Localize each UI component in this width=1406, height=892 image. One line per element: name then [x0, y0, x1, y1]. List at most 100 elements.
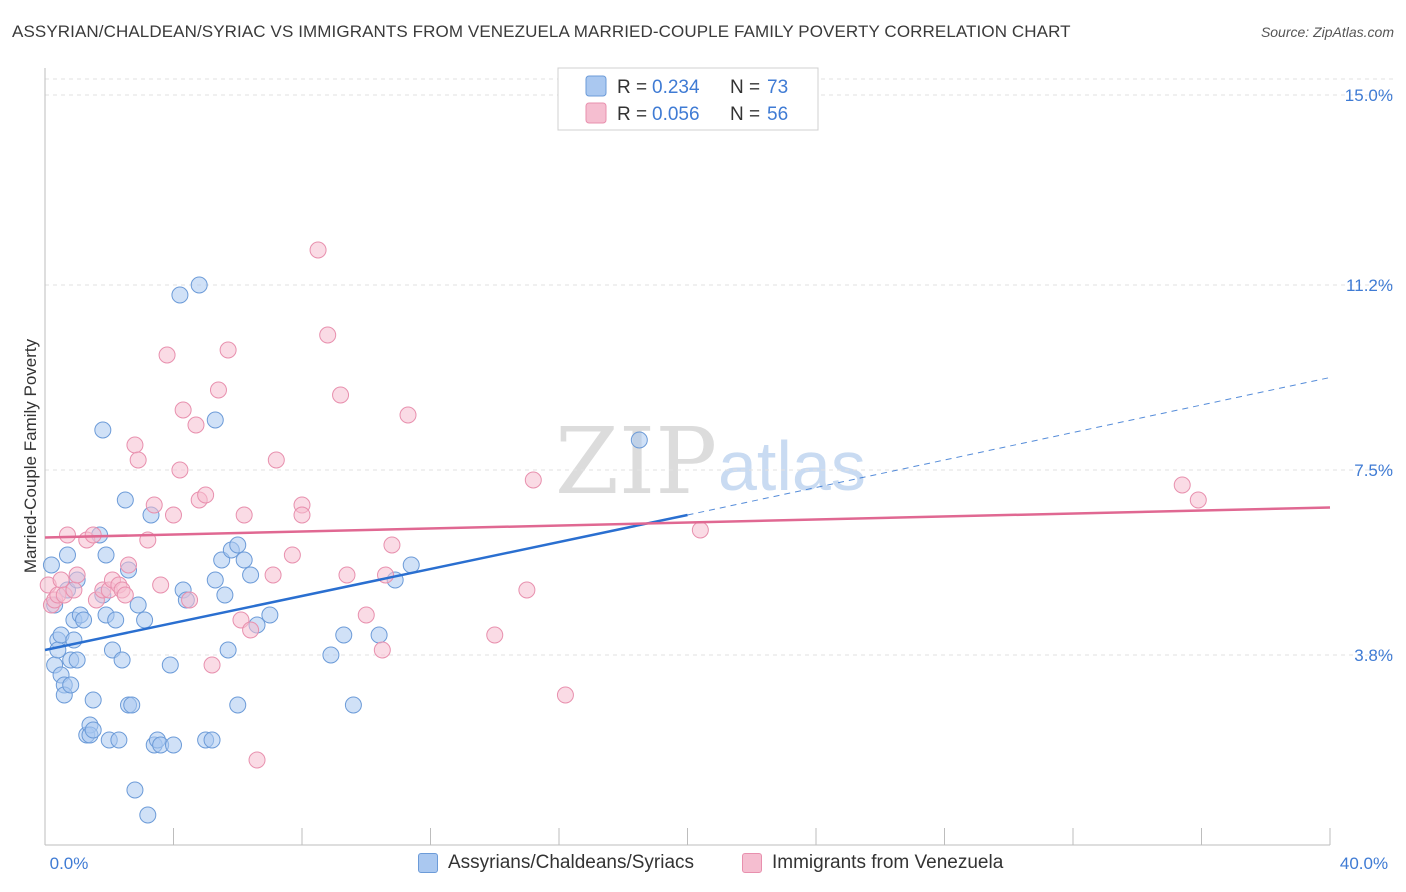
data-point-assyrians	[630, 431, 648, 449]
legend-r-label-2: R =	[617, 104, 647, 125]
data-point-assyrians	[370, 626, 388, 644]
data-point-assyrians	[216, 586, 234, 604]
axes	[44, 68, 1331, 846]
x-tick-label-max: 40.0%	[1340, 854, 1388, 873]
data-point-assyrians	[113, 651, 131, 669]
data-point-venezuela	[171, 461, 189, 479]
legend-r-label-1: R =	[617, 77, 647, 98]
data-point-venezuela	[319, 326, 337, 344]
data-point-venezuela	[242, 621, 260, 639]
y-tick-labels: 3.8% 7.5% 11.2% 15.0%	[1345, 86, 1393, 665]
legend-n-value-1: 73	[767, 77, 788, 98]
data-point-assyrians	[136, 611, 154, 629]
data-point-venezuela	[235, 506, 253, 524]
data-point-assyrians	[58, 546, 76, 564]
data-point-assyrians	[42, 556, 60, 574]
data-point-venezuela	[129, 451, 147, 469]
data-point-venezuela	[486, 626, 504, 644]
data-point-venezuela	[181, 591, 199, 609]
data-point-venezuela	[219, 341, 237, 359]
source-label: Source: ZipAtlas.com	[1260, 24, 1394, 40]
data-point-venezuela	[267, 451, 285, 469]
data-point-venezuela	[209, 381, 227, 399]
data-point-venezuela	[116, 586, 134, 604]
trend-lines	[44, 377, 1331, 652]
data-point-assyrians	[129, 596, 147, 614]
correlation-legend: R = 0.234 N = 73 R = 0.056 N = 56	[557, 67, 819, 131]
legend-swatch-pink	[585, 102, 607, 124]
data-point-assyrians	[107, 611, 125, 629]
data-point-assyrians	[139, 806, 157, 824]
data-point-assyrians	[84, 721, 102, 739]
data-point-assyrians	[229, 536, 247, 554]
legend-r-value-1: 0.234	[652, 77, 700, 98]
data-point-assyrians	[190, 276, 208, 294]
data-point-assyrians	[68, 651, 86, 669]
watermark: ZIP atlas	[555, 408, 866, 515]
bottom-legend-item-assyrians: Assyrians/Chaldeans/Syriacs	[418, 852, 694, 874]
data-point-venezuela	[165, 506, 182, 524]
data-point-assyrians	[206, 411, 224, 429]
data-point-venezuela	[152, 576, 170, 594]
data-point-venezuela	[197, 486, 215, 504]
data-point-venezuela	[373, 641, 391, 659]
data-point-assyrians	[229, 696, 247, 714]
data-point-assyrians	[344, 696, 362, 714]
data-point-venezuela	[383, 536, 401, 554]
data-point-venezuela	[399, 406, 417, 424]
data-point-venezuela	[187, 416, 205, 434]
y-tick-label: 15.0%	[1345, 86, 1393, 105]
data-point-assyrians	[97, 546, 115, 564]
data-point-assyrians	[242, 566, 260, 584]
watermark-atlas: atlas	[718, 427, 866, 505]
data-point-assyrians	[110, 731, 128, 749]
data-point-venezuela	[293, 506, 311, 524]
data-point-venezuela	[338, 566, 356, 584]
data-point-venezuela	[1189, 491, 1207, 509]
data-point-venezuela	[203, 656, 221, 674]
data-point-venezuela	[264, 566, 282, 584]
data-point-assyrians	[219, 641, 237, 659]
trend-line-assyrians	[44, 513, 688, 652]
legend-r-value-2: 0.056	[652, 104, 700, 125]
data-point-venezuela	[145, 496, 163, 514]
data-point-assyrians	[126, 781, 144, 799]
bottom-legend-swatch-pink	[742, 853, 762, 873]
legend-n-label-1: N =	[730, 77, 760, 98]
data-point-venezuela	[158, 346, 176, 364]
bottom-legend-item-venezuela: Immigrants from Venezuela	[742, 852, 1003, 874]
legend-n-label-2: N =	[730, 104, 760, 125]
data-point-assyrians	[203, 731, 221, 749]
data-point-venezuela	[120, 556, 138, 574]
data-point-assyrians	[322, 646, 340, 664]
legend-n-value-2: 56	[767, 104, 788, 125]
data-point-venezuela	[357, 606, 375, 624]
data-point-venezuela	[58, 526, 76, 544]
y-tick-label: 3.8%	[1354, 646, 1393, 665]
data-point-venezuela	[1173, 476, 1191, 494]
data-point-assyrians	[94, 421, 112, 439]
data-point-assyrians	[84, 691, 102, 709]
watermark-zip: ZIP	[555, 408, 717, 515]
chart-title: ASSYRIAN/CHALDEAN/SYRIAC VS IMMIGRANTS F…	[12, 22, 1071, 41]
bottom-legend: Assyrians/Chaldeans/Syriacs Immigrants f…	[0, 852, 1406, 876]
data-point-assyrians	[206, 571, 224, 589]
data-point-venezuela	[174, 401, 192, 419]
bottom-legend-label-venezuela: Immigrants from Venezuela	[772, 852, 1004, 873]
trend-line-venezuela	[44, 506, 1331, 539]
data-point-assyrians	[261, 606, 279, 624]
data-point-venezuela	[524, 471, 542, 489]
y-axis-label: Married-Couple Family Poverty	[21, 338, 40, 573]
data-point-assyrians	[235, 551, 253, 569]
data-point-venezuela	[248, 751, 266, 769]
data-point-assyrians	[75, 611, 93, 629]
data-point-assyrians	[165, 736, 182, 754]
data-point-assyrians	[123, 696, 141, 714]
data-point-assyrians	[335, 626, 353, 644]
bottom-legend-label-assyrians: Assyrians/Chaldeans/Syriacs	[448, 852, 695, 873]
x-tick-label-min: 0.0%	[50, 854, 89, 873]
data-point-venezuela	[65, 581, 83, 599]
y-tick-label: 7.5%	[1354, 461, 1393, 480]
data-point-assyrians	[171, 286, 189, 304]
data-point-venezuela	[283, 546, 301, 564]
